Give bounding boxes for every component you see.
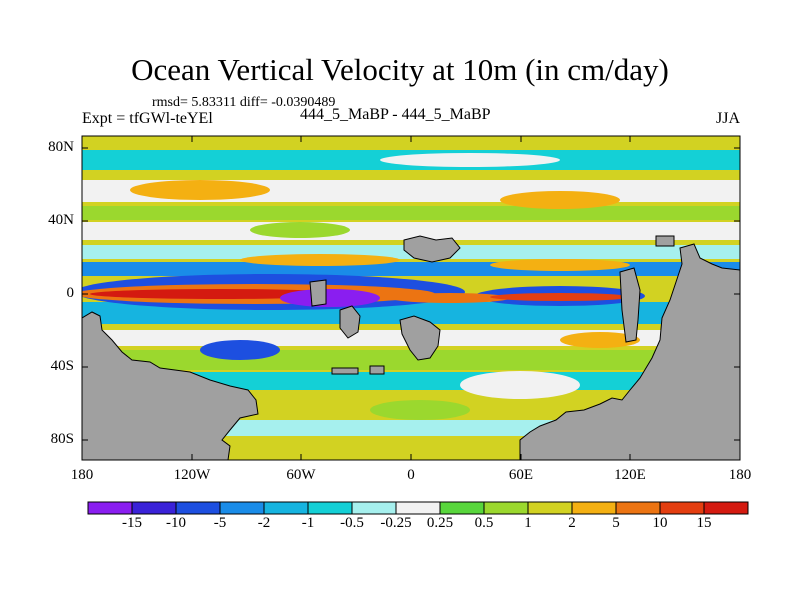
colorbar-swatch	[263, 501, 309, 515]
colorbar-swatch	[527, 501, 573, 515]
colorbar-swatch	[351, 501, 397, 515]
colorbar-swatch	[87, 501, 133, 515]
land-islet-2	[369, 365, 385, 375]
lon-label-180w: 180	[70, 467, 94, 483]
colorbar-label: 5	[612, 515, 620, 531]
colorbar-swatch	[131, 501, 177, 515]
colorbar-swatch	[571, 501, 617, 515]
land-islet-3	[655, 235, 675, 247]
band-north-green	[82, 206, 740, 220]
land-east	[519, 243, 740, 460]
land-west-south	[82, 311, 259, 460]
eq-purple-patch	[280, 289, 380, 307]
colorbar-label: 0.25	[426, 515, 454, 531]
lon-label-60w: 60W	[286, 467, 316, 483]
colorbar-swatch	[175, 501, 221, 515]
band-north-blue	[82, 262, 740, 276]
lat-label-80s: 80S	[50, 431, 74, 447]
lon-label-0: 0	[407, 467, 415, 483]
colorbar-swatch	[703, 501, 749, 515]
patch-orange-4	[240, 254, 400, 266]
colorbar-swatch	[439, 501, 485, 515]
colorbar-swatch	[659, 501, 705, 515]
colorbar-label: 1	[524, 515, 532, 531]
colorbar-label: -0.25	[380, 515, 412, 531]
patch-orange-2	[500, 191, 620, 209]
patch-white-1	[380, 153, 560, 167]
colorbar-label: -1	[301, 515, 315, 531]
experiment-label: Expt = tfGWl-teYEl	[82, 110, 213, 127]
stats-text: rmsd= 5.83311 diff= -0.0390489	[152, 95, 336, 110]
patch-orange-1	[130, 180, 270, 200]
patch-white-2	[460, 371, 580, 399]
land-island-north	[403, 235, 461, 263]
patch-green-1	[250, 222, 350, 238]
land-strip-1	[309, 279, 327, 307]
colorbar-label: 0.5	[474, 515, 494, 531]
band-north-white-2	[82, 222, 740, 240]
map-title: Ocean Vertical Velocity at 10m (in cm/da…	[131, 52, 669, 87]
colorbar-label: -2	[257, 515, 271, 531]
colorbar-label: -15	[122, 515, 142, 531]
lon-label-120e: 120E	[614, 467, 646, 483]
case-id-label: 444_5_MaBP - 444_5_MaBP	[300, 106, 491, 123]
colorbar-label: -5	[213, 515, 227, 531]
colorbar-swatch	[483, 501, 529, 515]
land-strip-2	[619, 267, 641, 343]
colorbar-label: 10	[652, 515, 668, 531]
colorbar-swatch	[307, 501, 353, 515]
colorbar-label: -0.5	[340, 515, 364, 531]
colorbar-label: 2	[568, 515, 576, 531]
axis-ticks	[81, 136, 741, 460]
eq-red-indian	[490, 293, 630, 301]
colorbar-label: 15	[696, 515, 712, 531]
colorbar-label: -10	[166, 515, 186, 531]
land-islet-1	[331, 367, 359, 375]
patch-green-2	[370, 400, 470, 420]
lon-label-120w: 120W	[173, 467, 211, 483]
patch-orange-3	[560, 332, 640, 348]
lat-label-80n: 80N	[48, 139, 74, 155]
patch-blue-1	[200, 340, 280, 360]
lat-label-40n: 40N	[48, 212, 74, 228]
lat-label-0: 0	[66, 285, 75, 301]
band-south-green	[82, 350, 740, 370]
season-label: JJA	[716, 110, 741, 127]
eq-orange-atlantic	[390, 293, 510, 303]
lon-label-180e: 180	[728, 467, 752, 483]
lat-label-40s: 40S	[50, 358, 74, 374]
patch-orange-5	[490, 259, 630, 271]
colorbar-swatch	[615, 501, 661, 515]
map-field	[82, 136, 740, 460]
lon-label-60e: 60E	[508, 467, 534, 483]
land-masses	[82, 235, 740, 460]
colorbar	[87, 501, 749, 515]
land-peninsula	[339, 305, 361, 339]
colorbar-swatch	[219, 501, 265, 515]
land-island-central	[399, 315, 441, 361]
colorbar-swatch	[395, 501, 441, 515]
